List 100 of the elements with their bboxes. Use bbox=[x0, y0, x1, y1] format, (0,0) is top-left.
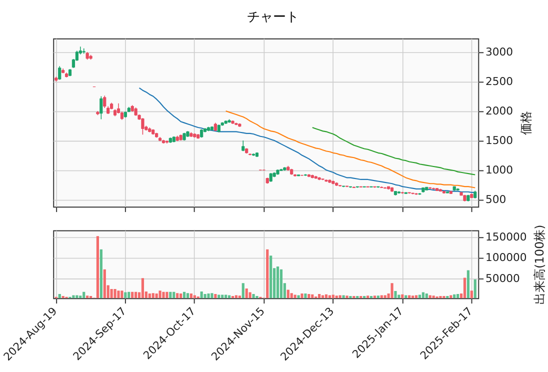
bar bbox=[297, 295, 300, 298]
bar bbox=[180, 294, 182, 298]
bar bbox=[169, 292, 172, 298]
bar bbox=[373, 296, 376, 298]
bar bbox=[463, 278, 466, 298]
bar bbox=[308, 294, 310, 298]
y-tick-label: 1000 bbox=[486, 163, 514, 176]
bar bbox=[79, 296, 82, 298]
bar bbox=[280, 269, 283, 298]
bar bbox=[432, 296, 435, 298]
bar bbox=[276, 266, 280, 298]
bar bbox=[286, 290, 290, 298]
bar bbox=[82, 292, 86, 298]
bar bbox=[148, 294, 151, 298]
bar bbox=[76, 295, 78, 298]
bar bbox=[110, 288, 113, 298]
y-tick-label: 2000 bbox=[486, 104, 514, 118]
bar bbox=[72, 295, 75, 298]
bar bbox=[193, 295, 196, 298]
bar bbox=[428, 295, 432, 298]
bar bbox=[318, 294, 321, 298]
bar bbox=[248, 292, 252, 298]
bar bbox=[234, 295, 238, 298]
bar bbox=[366, 296, 370, 298]
bar bbox=[321, 295, 324, 298]
bar bbox=[103, 269, 106, 298]
bar bbox=[182, 292, 186, 298]
bar bbox=[238, 296, 241, 298]
bar bbox=[58, 294, 61, 298]
bar bbox=[290, 293, 293, 298]
bar bbox=[328, 295, 331, 298]
bar bbox=[453, 294, 456, 298]
bar bbox=[450, 295, 452, 298]
bar bbox=[252, 294, 255, 298]
bar bbox=[311, 294, 314, 298]
bar bbox=[228, 295, 231, 298]
bar bbox=[210, 293, 214, 298]
bar bbox=[124, 292, 127, 298]
bar bbox=[204, 294, 206, 298]
line-series bbox=[312, 126, 476, 176]
bar bbox=[96, 236, 100, 298]
bar bbox=[304, 294, 307, 298]
bar bbox=[324, 294, 328, 298]
bar bbox=[86, 296, 89, 298]
bar bbox=[172, 292, 176, 298]
bar bbox=[404, 295, 408, 298]
bar bbox=[401, 294, 404, 298]
candlestick bbox=[141, 118, 144, 136]
y-tick-label: 500 bbox=[486, 192, 506, 206]
bar bbox=[162, 292, 165, 298]
bar bbox=[207, 294, 210, 298]
bar bbox=[300, 294, 304, 298]
bar bbox=[214, 294, 217, 298]
bar bbox=[456, 294, 460, 298]
bar bbox=[200, 291, 203, 298]
bar bbox=[166, 292, 168, 298]
bar bbox=[131, 292, 134, 298]
bar bbox=[158, 290, 162, 298]
bar bbox=[152, 293, 154, 298]
bar bbox=[376, 296, 380, 298]
y-axis-title: 価格 bbox=[518, 111, 533, 135]
chart-title: チャート bbox=[247, 10, 300, 26]
bar bbox=[470, 290, 473, 298]
bar bbox=[117, 290, 120, 298]
bar bbox=[411, 296, 414, 298]
bar bbox=[335, 296, 338, 298]
bar bbox=[394, 291, 397, 298]
bar bbox=[346, 296, 348, 298]
y-tick-label: 2500 bbox=[486, 74, 514, 88]
y-tick-label: 1500 bbox=[486, 134, 514, 147]
bar bbox=[390, 283, 394, 298]
bar bbox=[245, 288, 248, 298]
bar bbox=[422, 292, 424, 298]
bar bbox=[425, 294, 428, 298]
bar bbox=[270, 256, 272, 298]
y-tick-label: 50000 bbox=[486, 272, 520, 285]
bar bbox=[242, 283, 244, 298]
bar bbox=[474, 279, 476, 298]
bar bbox=[186, 293, 190, 298]
candlestick bbox=[58, 66, 62, 80]
bar bbox=[408, 295, 411, 298]
bar bbox=[384, 295, 386, 298]
bar bbox=[176, 293, 179, 298]
bar bbox=[120, 290, 124, 298]
bar bbox=[128, 292, 130, 298]
y-tick-label: 150000 bbox=[486, 230, 527, 244]
bar bbox=[380, 295, 383, 298]
y-tick-label: 100000 bbox=[486, 251, 527, 264]
bar bbox=[134, 292, 138, 298]
bar bbox=[155, 294, 158, 298]
bar bbox=[342, 295, 345, 298]
bar bbox=[266, 249, 269, 298]
bar bbox=[414, 295, 418, 298]
y-axis-title: 出来高(100株) bbox=[532, 224, 547, 305]
bar bbox=[190, 294, 192, 298]
y-tick-label: 3000 bbox=[486, 45, 514, 58]
bar bbox=[466, 270, 470, 298]
candlestick bbox=[100, 96, 103, 120]
bar bbox=[338, 295, 342, 298]
line-series bbox=[225, 110, 476, 188]
